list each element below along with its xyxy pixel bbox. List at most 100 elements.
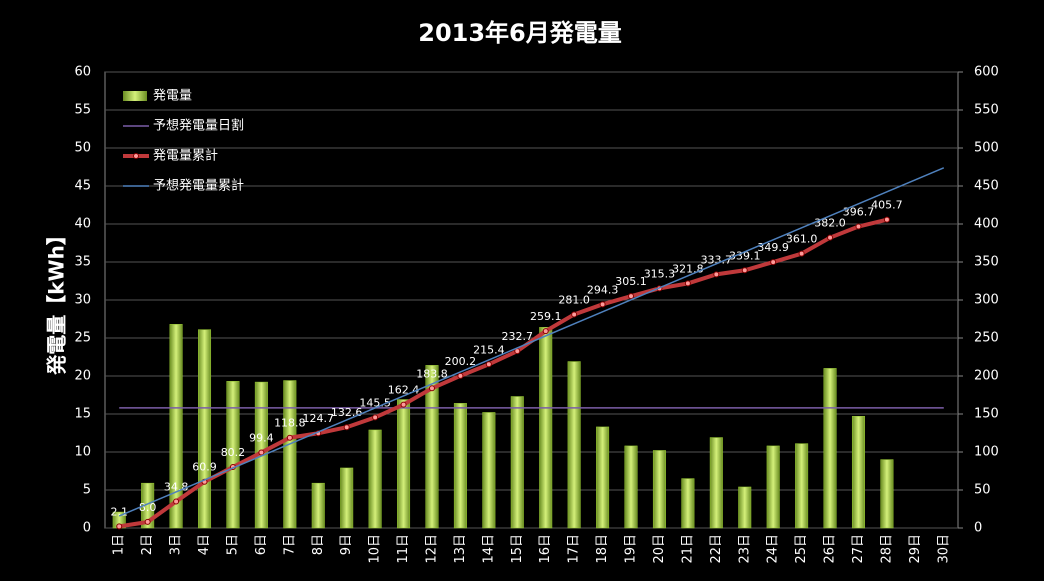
x-tick-label: 13日 [453,534,468,564]
point-marker [542,328,549,335]
y-tick-label: 5 [83,483,91,498]
data-label: 294.3 [587,283,619,296]
point-marker [684,280,691,287]
bar [283,380,297,529]
data-label: 34.8 [164,481,189,494]
data-label: 60.9 [192,461,217,474]
y2-tick-label: 300 [974,293,999,308]
x-tick-label: 14日 [481,534,496,564]
data-label: 361.0 [786,233,818,246]
data-label: 80.2 [221,446,246,459]
point-marker [144,518,151,525]
data-label: 99.4 [249,431,274,444]
data-label: 315.3 [644,267,676,280]
data-label: 2.1 [110,505,128,518]
x-tick-label: 7日 [282,534,297,555]
data-label: 396.7 [843,206,875,219]
series-line [118,217,888,529]
legend-label: 発電量累計 [153,148,218,164]
y-tick-label: 20 [74,369,91,384]
x-tick-label: 19日 [624,534,639,564]
point-marker [258,449,265,456]
x-tick-label: 29日 [908,534,923,564]
y-tick-label: 45 [74,179,91,194]
point-marker [855,223,862,230]
x-tick-label: 28日 [879,534,894,564]
x-tick-label: 21日 [680,534,695,564]
y2-tick-label: 450 [974,179,999,194]
bar [198,329,212,529]
y-tick-label: 40 [74,217,91,232]
data-label: 349.9 [757,241,789,254]
x-tick-label: 8日 [311,534,326,555]
data-label: 215.4 [473,343,505,356]
bar [738,486,752,529]
y2-tick-label: 400 [974,217,999,232]
y2-tick-label: 250 [974,331,999,346]
bar [482,412,496,529]
y-tick-label: 10 [74,445,91,460]
point-marker [713,271,720,278]
x-tick-label: 22日 [709,534,724,564]
data-label: 118.8 [274,417,306,430]
y-tick-label: 0 [83,521,91,536]
x-tick-label: 24日 [766,534,781,564]
y2-tick-label: 50 [974,483,991,498]
point-marker [628,293,635,300]
legend-label: 発電量 [153,89,192,104]
x-tick-label: 20日 [652,534,667,564]
data-label: 405.7 [871,199,903,212]
point-marker [343,424,350,431]
point-marker [798,250,805,257]
chart-title: 2013年6月発電量 [418,19,622,47]
data-label: 232.7 [502,330,534,343]
x-tick-label: 4日 [197,534,212,555]
y2-tick-label: 200 [974,369,999,384]
x-tick-label: 1日 [112,534,127,555]
point-marker [571,311,578,318]
y2-tick-label: 100 [974,445,999,460]
data-label: 183.8 [416,367,448,380]
data-label: 321.8 [672,262,704,275]
bar [709,437,723,529]
data-label: 305.1 [615,275,647,288]
data-label: 162.4 [388,384,420,397]
point-marker [116,523,123,530]
legend-marker [133,153,139,159]
x-tick-label: 2日 [140,534,155,555]
y2-tick-label: 550 [974,103,999,118]
y-tick-label: 15 [74,407,91,422]
point-marker [741,267,748,274]
point-marker [770,259,777,266]
point-marker [400,401,407,408]
x-tick-label: 18日 [595,534,610,564]
legend-swatch [123,91,147,101]
y-tick-label: 30 [74,293,91,308]
y2-tick-label: 0 [974,521,982,536]
data-label: 124.7 [303,412,335,425]
x-tick-label: 23日 [737,534,752,564]
bar [425,365,439,529]
x-tick-label: 25日 [794,534,809,564]
data-label: 200.2 [445,355,477,368]
y-tick-label: 60 [74,65,91,80]
data-label: 339.1 [729,249,761,262]
x-tick-label: 9日 [339,534,354,555]
bar [368,429,382,529]
y-tick-label: 55 [74,103,91,118]
y-tick-label: 25 [74,331,91,346]
x-tick-label: 6日 [254,534,269,555]
bar [141,482,155,529]
y2-tick-label: 150 [974,407,999,422]
data-label: 8.0 [139,501,157,514]
point-marker [286,434,293,441]
point-marker [372,414,379,421]
point-marker [173,498,180,505]
point-marker [485,361,492,368]
bar [795,443,809,529]
x-tick-label: 10日 [368,534,383,564]
data-label: 259.1 [530,310,562,323]
series-line [118,167,945,517]
data-label: 382.0 [814,217,846,230]
